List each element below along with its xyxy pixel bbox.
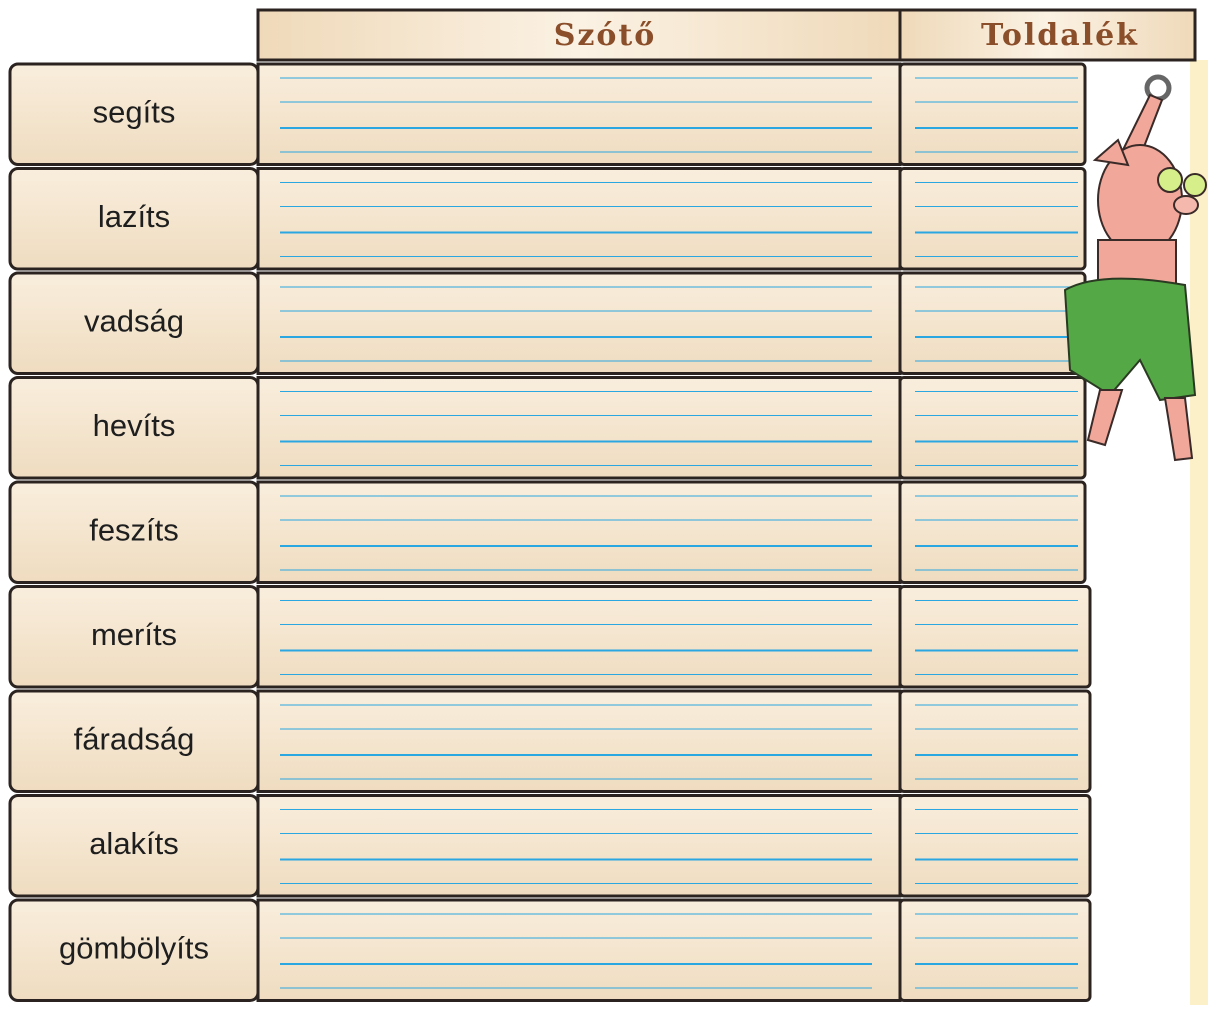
word: gömbölyíts	[59, 930, 209, 965]
word: hevíts	[93, 408, 176, 443]
suffix-plank	[900, 169, 1085, 270]
stem-plank	[258, 482, 900, 583]
column-header: Szótő	[554, 18, 657, 53]
stem-plank	[258, 796, 900, 897]
suffix-plank	[900, 587, 1090, 688]
rows: segíts lazíts vadság hevíts feszíts meríts fár…	[10, 64, 1090, 1001]
stem-plank	[258, 273, 900, 374]
stem-plank	[258, 169, 900, 270]
column-header: Toldalék	[981, 18, 1139, 53]
word: meríts	[91, 617, 177, 652]
stem-plank	[258, 691, 900, 792]
worksheet: Szótő Toldalék segíts lazíts vadság hevíts f…	[0, 0, 1208, 1005]
suffix-plank	[900, 796, 1090, 897]
word: fáradság	[74, 721, 195, 756]
suffix-plank	[900, 691, 1090, 792]
word: vadság	[84, 303, 184, 338]
word: lazíts	[98, 199, 170, 234]
stem-plank	[258, 64, 900, 165]
suffix-plank	[900, 900, 1090, 1001]
word: segíts	[93, 94, 176, 129]
stem-plank	[258, 378, 900, 479]
suffix-plank	[900, 64, 1085, 165]
suffix-plank	[900, 273, 1085, 374]
page: Szótő Toldalék segíts lazíts vadság hevíts f…	[0, 0, 1208, 1005]
stem-plank	[258, 900, 900, 1001]
word: alakíts	[89, 826, 179, 861]
suffix-plank	[900, 378, 1085, 479]
word: feszíts	[89, 512, 179, 547]
suffix-plank	[900, 482, 1085, 583]
stem-plank	[258, 587, 900, 688]
